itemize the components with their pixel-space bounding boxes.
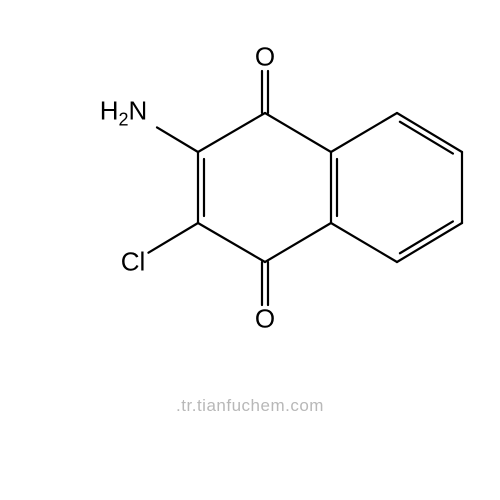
atom-label-cl: Cl bbox=[121, 247, 146, 278]
bond-svg bbox=[0, 0, 500, 500]
atom-label-o1: O bbox=[255, 42, 275, 73]
atom-label-o4: O bbox=[255, 304, 275, 335]
atom-label-n: H2N bbox=[100, 95, 148, 130]
watermark-text: .tr.tianfuchem.com bbox=[176, 396, 324, 416]
molecule-canvas: O O H2N Cl .tr.tianfuchem.com bbox=[0, 0, 500, 500]
